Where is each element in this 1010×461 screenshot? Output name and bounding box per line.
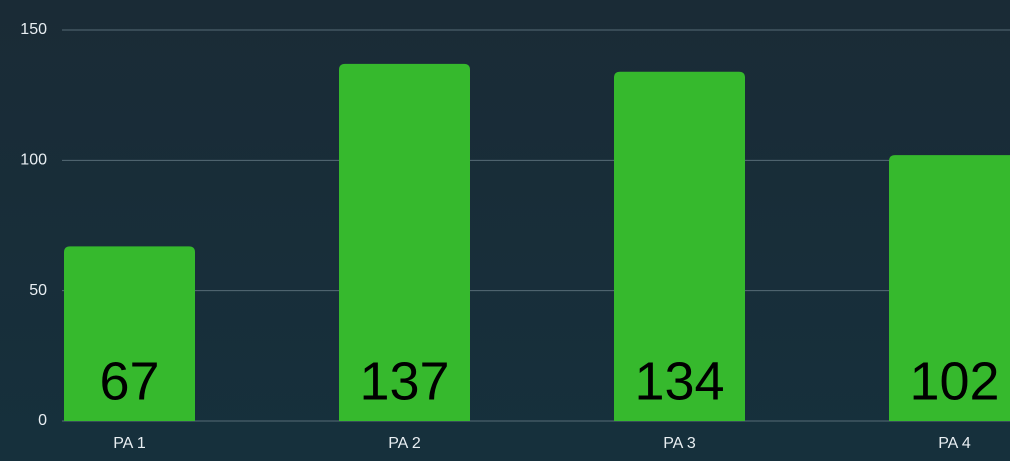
x-tick-label: PA 3 [663,435,696,452]
bar [339,63,470,422]
value-label: 67 [99,351,159,411]
y-tick-label: 0 [38,412,47,429]
x-tick-label: PA 4 [938,435,971,452]
x-tick-label: PA 1 [113,435,146,452]
bar [889,155,1010,421]
y-tick-label: 50 [29,282,47,299]
bar [64,246,195,421]
x-tick-label: PA 2 [388,435,421,452]
bar [614,71,745,421]
y-tick-label: 100 [20,152,47,169]
value-label: 134 [634,351,724,411]
value-label: 137 [359,351,449,411]
y-tick-label: 150 [20,21,47,38]
value-label: 102 [909,351,999,411]
